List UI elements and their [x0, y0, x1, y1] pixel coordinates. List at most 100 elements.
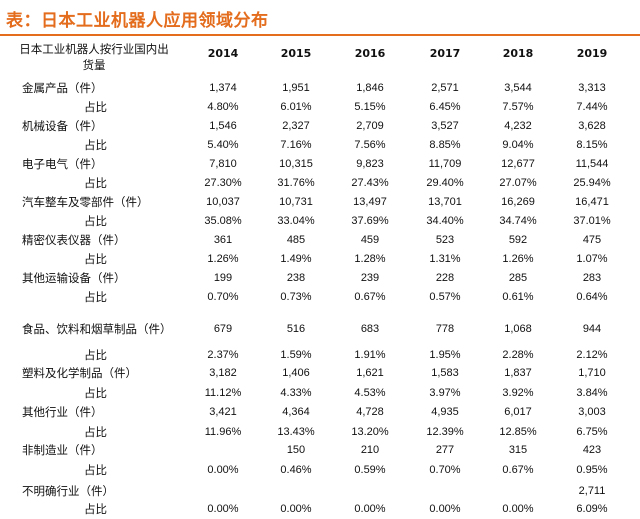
table-cell: 29.40% — [426, 177, 464, 189]
table-cell: 0.67% — [502, 464, 534, 476]
table-cell: 1,621 — [356, 367, 384, 379]
table-cell: 228 — [435, 272, 455, 284]
table-cell: 13.43% — [277, 426, 315, 438]
table-cell: 0.00% — [502, 503, 534, 515]
row-category-label: 其他运输设备（件） — [22, 271, 126, 285]
table-cell: 13,497 — [353, 196, 387, 208]
year-2017: 2017 — [429, 47, 461, 60]
table-cell: 7,810 — [209, 158, 237, 170]
table-cell: 3,628 — [578, 120, 606, 132]
table-cell: 2,709 — [356, 120, 384, 132]
table-cell: 6.09% — [576, 503, 608, 515]
table-cell: 27.07% — [499, 177, 537, 189]
row-category-label: 塑料及化学制品（件） — [22, 366, 137, 380]
row-category-label: 精密仪表仪器（件） — [22, 233, 126, 247]
table-row: 非制造业（件） 150 210 277 315 423 — [0, 441, 640, 460]
table-cell: 7.16% — [280, 139, 312, 151]
row-share-label: 占比 — [84, 502, 107, 516]
table-cell: 2,711 — [578, 485, 606, 497]
header-label: 日本工业机器人按行业国内出货量 — [19, 42, 169, 72]
table-row: 占比 27.30% 31.76% 27.43% 29.40% 27.07% 25.94% — [0, 174, 640, 193]
table-cell: 1,846 — [356, 82, 384, 94]
table-cell: 4,935 — [431, 406, 459, 418]
table-cell: 37.69% — [351, 215, 389, 227]
table-cell: 1,374 — [209, 82, 237, 94]
table-cell: 2,327 — [282, 120, 310, 132]
table-row: 占比 0.00% 0.00% 0.00% 0.00% 0.00% 6.09% — [0, 500, 640, 519]
table-cell: 2.37% — [207, 349, 239, 361]
table-row: 占比 2.37% 1.59% 1.91% 1.95% 2.28% 2.12% — [0, 346, 640, 365]
table-cell: 13.20% — [351, 426, 389, 438]
table-cell: 13,701 — [428, 196, 462, 208]
table-cell: 10,731 — [279, 196, 313, 208]
table-cell: 0.00% — [207, 503, 239, 515]
row-share-label: 占比 — [84, 425, 107, 439]
table-cell: 6,017 — [504, 406, 532, 418]
table-cell: 778 — [435, 323, 455, 335]
table-cell: 1,546 — [209, 120, 237, 132]
row-share-label: 占比 — [84, 100, 107, 114]
table-cell: 11,544 — [575, 158, 609, 170]
table-cell: 1,406 — [282, 367, 310, 379]
table-cell: 34.40% — [426, 215, 464, 227]
year-2019: 2019 — [576, 47, 608, 60]
table-row: 塑料及化学制品（件） 3,182 1,406 1,621 1,583 1,837 1,710 — [0, 364, 640, 383]
table-cell: 0.00% — [207, 464, 239, 476]
table-cell: 315 — [508, 444, 528, 456]
table-cell: 16,269 — [501, 196, 535, 208]
table-cell: 4,364 — [282, 406, 310, 418]
table-cell: 3.97% — [429, 387, 461, 399]
table-cell: 0.95% — [576, 464, 608, 476]
table-cell: 1,837 — [504, 367, 532, 379]
table-cell: 0.64% — [576, 291, 608, 303]
table-cell: 11,709 — [428, 158, 462, 170]
table-cell: 0.70% — [207, 291, 239, 303]
table-cell: 1.07% — [576, 253, 608, 265]
year-2014: 2014 — [207, 47, 239, 60]
table-cell: 1.91% — [354, 349, 386, 361]
row-share-label: 占比 — [84, 252, 107, 266]
table-cell: 3,544 — [504, 82, 532, 94]
table-cell: 4,232 — [504, 120, 532, 132]
table-cell: 11.12% — [204, 387, 242, 399]
table-cell: 150 — [286, 444, 306, 456]
table-cell: 679 — [213, 323, 233, 335]
table-cell: 0.00% — [280, 503, 312, 515]
table-row: 食品、饮料和烟草制品（件） 679 516 683 778 1,068 944 — [0, 320, 640, 339]
table-cell: 283 — [582, 272, 602, 284]
title-rule — [0, 34, 640, 36]
table-cell: 2.12% — [576, 349, 608, 361]
table-cell: 8.15% — [576, 139, 608, 151]
table-row: 占比 11.96% 13.43% 13.20% 12.39% 12.85% 6.75% — [0, 423, 640, 442]
table-cell: 3.92% — [502, 387, 534, 399]
table-cell: 0.46% — [280, 464, 312, 476]
table-cell: 27.43% — [351, 177, 389, 189]
table-cell: 1.95% — [429, 349, 461, 361]
table-cell: 25.94% — [573, 177, 611, 189]
row-category-label: 食品、饮料和烟草制品（件） — [22, 322, 172, 336]
table-row: 其他运输设备（件） 199 238 239 228 285 283 — [0, 269, 640, 288]
table-cell: 0.00% — [429, 503, 461, 515]
row-share-label: 占比 — [84, 386, 107, 400]
row-share-label: 占比 — [84, 214, 107, 228]
table-cell: 0.70% — [429, 464, 461, 476]
table-cell: 1,068 — [504, 323, 532, 335]
table-row: 电子电气（件） 7,810 10,315 9,823 11,709 12,677 11,54… — [0, 155, 640, 174]
row-category-label: 非制造业（件） — [22, 443, 103, 457]
row-share-label: 占比 — [84, 463, 107, 477]
table-cell: 1.26% — [207, 253, 239, 265]
table-cell: 3,313 — [578, 82, 606, 94]
table-row: 精密仪表仪器（件） 361 485 459 523 592 475 — [0, 231, 640, 250]
table-cell: 34.74% — [499, 215, 537, 227]
table-cell: 33.04% — [277, 215, 315, 227]
table-cell: 0.59% — [354, 464, 386, 476]
table-cell: 8.85% — [429, 139, 461, 151]
table-cell: 3,421 — [209, 406, 237, 418]
table-cell: 361 — [213, 234, 233, 246]
table-cell: 7.57% — [502, 101, 534, 113]
row-share-label: 占比 — [84, 138, 107, 152]
table-cell: 4.53% — [354, 387, 386, 399]
table-cell: 2,571 — [431, 82, 459, 94]
table-cell: 238 — [286, 272, 306, 284]
table-cell: 1,951 — [282, 82, 310, 94]
